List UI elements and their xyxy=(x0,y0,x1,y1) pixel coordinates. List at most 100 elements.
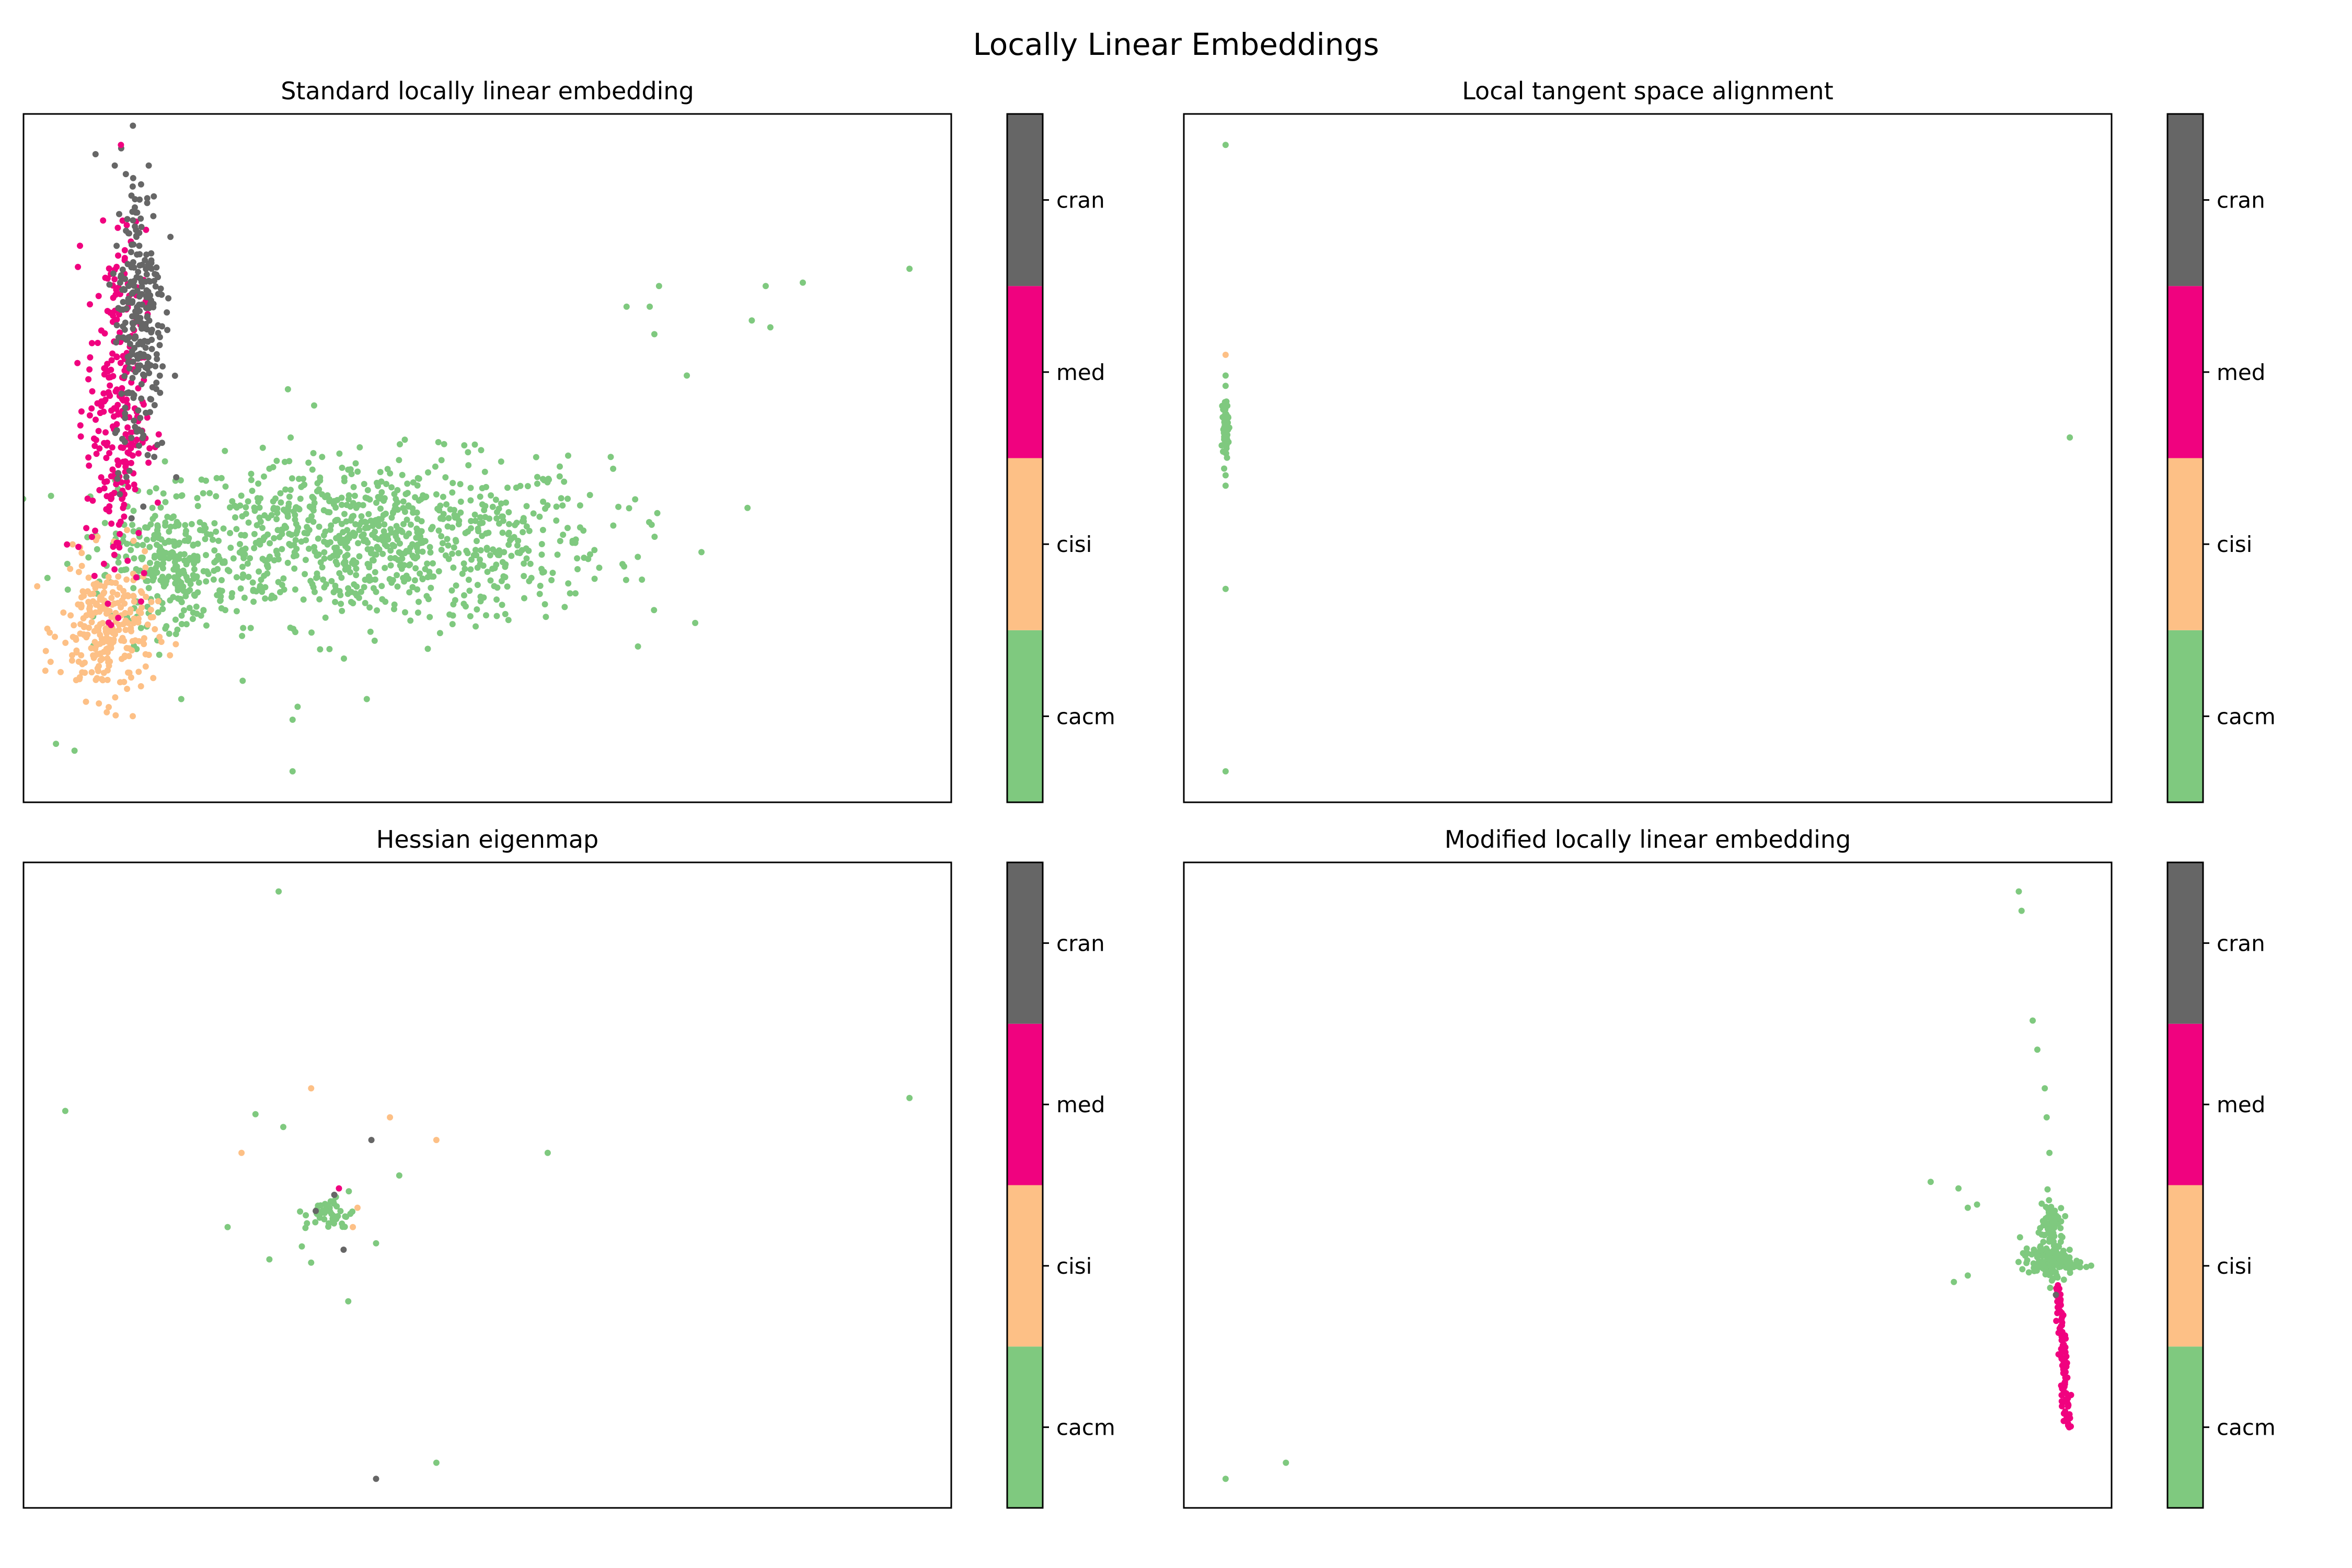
point-cacm xyxy=(332,598,339,605)
point-cacm xyxy=(452,597,458,604)
point-med xyxy=(113,263,120,270)
point-cisi xyxy=(121,638,128,644)
point-cacm xyxy=(1221,417,1228,423)
point-med xyxy=(2058,1392,2065,1399)
point-cacm xyxy=(317,1210,324,1217)
point-cisi xyxy=(135,668,142,675)
point-cacm xyxy=(262,595,269,602)
point-cacm xyxy=(382,564,388,571)
point-cacm xyxy=(153,485,159,492)
point-cacm xyxy=(147,521,154,528)
point-cisi xyxy=(387,1114,394,1121)
point-cacm xyxy=(2023,1260,2030,1266)
point-cacm xyxy=(326,645,333,652)
point-cacm xyxy=(352,521,359,527)
point-cacm xyxy=(416,598,422,605)
point-cacm xyxy=(183,561,190,568)
point-cisi xyxy=(99,655,106,662)
point-med xyxy=(113,286,120,293)
point-cran xyxy=(144,200,151,206)
point-cisi xyxy=(79,588,86,595)
point-cacm xyxy=(177,477,184,483)
point-cacm xyxy=(133,645,140,652)
point-cacm xyxy=(580,527,587,534)
point-cacm xyxy=(308,513,315,520)
point-cacm xyxy=(310,518,317,525)
colorbar: cacm cisi med cran xyxy=(2166,113,2276,803)
point-cran xyxy=(155,322,162,329)
point-cacm xyxy=(347,503,354,510)
colorbar-label-cisi: cisi xyxy=(1056,1253,1092,1279)
point-cacm xyxy=(542,505,548,512)
point-cacm xyxy=(284,513,291,520)
point-cacm xyxy=(321,1216,328,1223)
point-cacm xyxy=(489,503,496,510)
point-cran xyxy=(131,417,137,424)
point-cisi xyxy=(99,677,106,684)
point-cran xyxy=(148,345,155,352)
point-cacm xyxy=(259,444,266,451)
point-med xyxy=(102,429,109,436)
point-cacm xyxy=(549,570,556,576)
point-cacm xyxy=(1222,1475,1229,1482)
point-med xyxy=(103,478,110,485)
point-cacm xyxy=(2015,1259,2022,1265)
point-cran xyxy=(130,325,136,332)
point-cacm xyxy=(591,547,598,554)
point-cacm xyxy=(175,521,182,527)
point-cacm xyxy=(437,502,444,509)
point-cacm xyxy=(684,372,690,379)
point-cacm xyxy=(440,493,446,500)
point-cacm xyxy=(607,454,614,460)
point-cacm xyxy=(622,577,629,583)
point-med xyxy=(101,365,108,372)
point-cran xyxy=(137,414,144,421)
colorbar-label-cisi: cisi xyxy=(2217,1253,2252,1279)
point-cacm xyxy=(333,1203,340,1210)
point-cacm xyxy=(233,608,240,615)
point-cacm xyxy=(445,515,452,522)
point-cacm xyxy=(2044,1269,2050,1275)
point-cacm xyxy=(422,494,429,501)
point-cacm xyxy=(2066,1247,2073,1253)
point-cacm xyxy=(484,546,490,553)
point-cacm xyxy=(278,526,285,533)
point-cacm xyxy=(505,617,512,624)
point-cacm xyxy=(397,562,403,569)
point-cacm xyxy=(358,589,364,595)
point-cacm xyxy=(247,625,254,631)
point-cacm xyxy=(286,540,293,547)
point-med xyxy=(96,487,103,493)
point-cacm xyxy=(2023,1245,2030,1252)
point-med xyxy=(77,243,83,249)
point-cacm xyxy=(560,532,567,538)
point-cran xyxy=(129,241,135,248)
colorbar-label-med: med xyxy=(1056,360,1105,385)
point-med xyxy=(64,541,71,548)
point-cacm xyxy=(391,606,397,613)
point-med xyxy=(91,443,98,449)
point-cran xyxy=(153,264,160,271)
point-cacm xyxy=(1224,454,1230,461)
point-cacm xyxy=(2030,1017,2036,1024)
point-cran xyxy=(128,515,135,522)
point-cran xyxy=(137,181,144,188)
point-cacm xyxy=(351,492,358,499)
point-cacm xyxy=(186,605,193,612)
point-cacm xyxy=(548,577,555,583)
point-cacm xyxy=(435,439,442,445)
point-cacm xyxy=(2051,1248,2058,1254)
point-cacm xyxy=(339,465,345,471)
point-cacm xyxy=(586,492,593,499)
point-med xyxy=(115,252,121,259)
point-cacm xyxy=(292,629,298,636)
point-med xyxy=(111,566,118,573)
point-cacm xyxy=(366,561,373,568)
point-cisi xyxy=(83,698,89,705)
point-med xyxy=(116,521,122,528)
point-cacm xyxy=(635,643,641,650)
point-cacm xyxy=(293,531,299,537)
point-cacm xyxy=(363,519,370,526)
point-cacm xyxy=(159,606,166,613)
point-cacm xyxy=(472,547,479,554)
